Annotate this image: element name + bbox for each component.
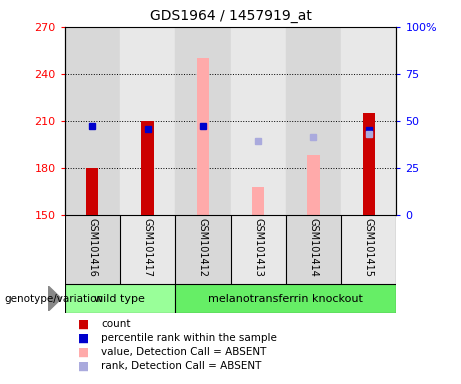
- Bar: [341, 215, 396, 284]
- Bar: [175, 215, 230, 284]
- Text: GSM101415: GSM101415: [364, 218, 374, 278]
- Text: GSM101416: GSM101416: [87, 218, 97, 277]
- Text: GSM101413: GSM101413: [253, 218, 263, 277]
- Bar: [363, 113, 375, 215]
- Text: genotype/variation: genotype/variation: [5, 293, 104, 304]
- Bar: [252, 187, 264, 215]
- Bar: [65, 215, 120, 284]
- Text: ■: ■: [78, 332, 89, 345]
- Bar: [65, 27, 120, 215]
- Bar: [286, 215, 341, 284]
- Bar: [142, 121, 154, 215]
- Bar: [175, 284, 396, 313]
- Polygon shape: [48, 286, 61, 311]
- Bar: [120, 27, 175, 215]
- Bar: [120, 215, 175, 284]
- Bar: [65, 284, 175, 313]
- Text: GSM101414: GSM101414: [308, 218, 319, 277]
- Bar: [230, 215, 286, 284]
- Title: GDS1964 / 1457919_at: GDS1964 / 1457919_at: [149, 9, 312, 23]
- Text: value, Detection Call = ABSENT: value, Detection Call = ABSENT: [101, 347, 267, 357]
- Text: wild type: wild type: [95, 293, 145, 304]
- Text: melanotransferrin knockout: melanotransferrin knockout: [208, 293, 363, 304]
- Bar: [341, 27, 396, 215]
- Text: rank, Detection Call = ABSENT: rank, Detection Call = ABSENT: [101, 361, 262, 371]
- Text: GSM101417: GSM101417: [142, 218, 153, 278]
- Bar: [197, 58, 209, 215]
- Text: ■: ■: [78, 318, 89, 331]
- Text: GSM101412: GSM101412: [198, 218, 208, 278]
- Text: ■: ■: [78, 346, 89, 359]
- Text: ■: ■: [78, 359, 89, 372]
- Bar: [86, 168, 98, 215]
- Text: percentile rank within the sample: percentile rank within the sample: [101, 333, 278, 343]
- Bar: [286, 27, 341, 215]
- Text: count: count: [101, 319, 131, 329]
- Bar: [230, 27, 286, 215]
- Bar: [307, 156, 319, 215]
- Bar: [175, 27, 230, 215]
